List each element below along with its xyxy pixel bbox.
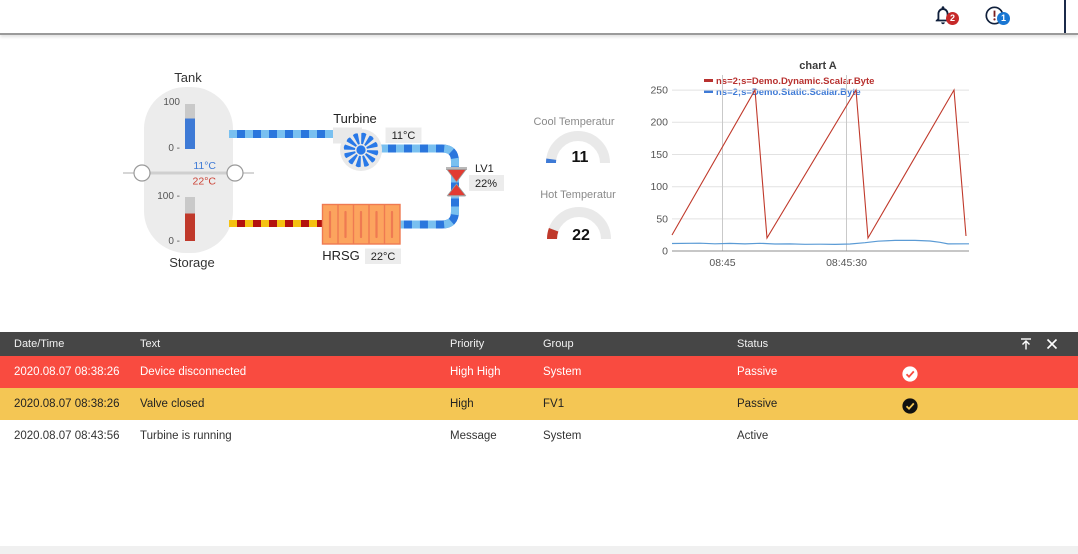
svg-text:08:45: 08:45 — [709, 257, 735, 269]
svg-text:Tank: Tank — [174, 70, 202, 85]
svg-text:100: 100 — [650, 181, 668, 193]
svg-text:0: 0 — [662, 246, 668, 258]
svg-text:150: 150 — [650, 149, 668, 161]
svg-text:Turbine: Turbine — [333, 111, 377, 126]
svg-text:11°C: 11°C — [193, 160, 216, 172]
svg-text:0 -: 0 - — [168, 236, 180, 247]
svg-text:0 -: 0 - — [168, 143, 180, 154]
svg-text:chart A: chart A — [799, 60, 837, 72]
svg-text:22°C: 22°C — [371, 251, 396, 263]
svg-text:ns=2;s=Demo.Static.Scalar.Byte: ns=2;s=Demo.Static.Scalar.Byte — [716, 87, 861, 98]
svg-text:Cool Temperatur: Cool Temperatur — [533, 116, 614, 128]
svg-text:200: 200 — [650, 117, 668, 129]
svg-text:Storage: Storage — [169, 255, 215, 270]
svg-text:LV1: LV1 — [475, 163, 494, 175]
svg-text:22: 22 — [572, 227, 590, 244]
svg-text:11: 11 — [572, 149, 589, 166]
svg-text:11°C: 11°C — [392, 130, 416, 142]
svg-text:250: 250 — [650, 85, 668, 97]
svg-text:ns=2;s=Demo.Dynamic.Scalar.Byt: ns=2;s=Demo.Dynamic.Scalar.Byte — [716, 76, 874, 87]
svg-text:Hot Temperatur: Hot Temperatur — [540, 189, 616, 201]
svg-text:08:45:30: 08:45:30 — [826, 257, 867, 269]
svg-text:100 -: 100 - — [157, 191, 180, 202]
svg-text:50: 50 — [656, 213, 668, 225]
svg-text:22%: 22% — [475, 178, 497, 190]
svg-text:100: 100 — [163, 97, 180, 108]
svg-text:22°C: 22°C — [193, 176, 217, 188]
svg-text:HRSG: HRSG — [322, 248, 360, 263]
